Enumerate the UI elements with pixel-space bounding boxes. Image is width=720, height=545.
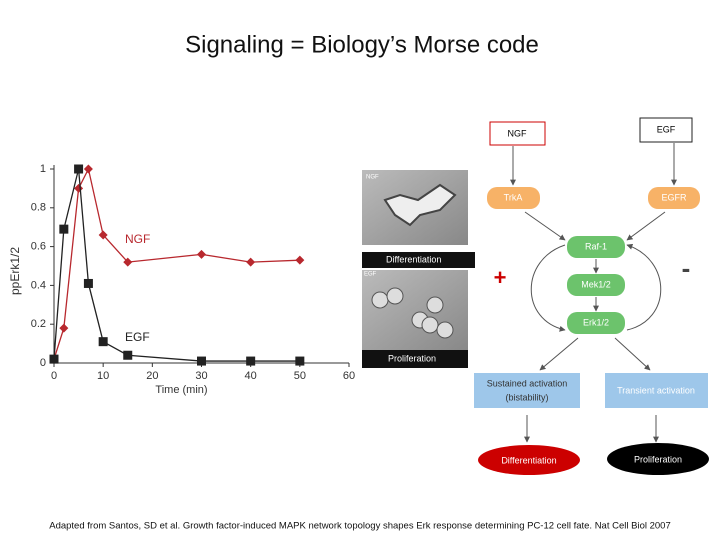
x-tick-label: 30 bbox=[195, 370, 207, 382]
x-tick-label: 20 bbox=[146, 370, 158, 382]
ligand: NGF bbox=[508, 128, 528, 138]
outcome-text: Transient activation bbox=[617, 385, 695, 395]
receptor-box bbox=[487, 187, 540, 209]
micrograph bbox=[362, 270, 468, 350]
y-axis-label: ppErk1/2 bbox=[8, 247, 22, 295]
x-tick-label: 0 bbox=[51, 370, 57, 382]
marker bbox=[74, 183, 84, 193]
y-tick-label: 0.8 bbox=[31, 202, 46, 214]
x-tick-label: 10 bbox=[97, 370, 109, 382]
marker bbox=[74, 164, 84, 174]
marker bbox=[49, 354, 59, 364]
arrow bbox=[524, 211, 566, 241]
arrow bbox=[626, 211, 666, 241]
kinase: Raf-1 bbox=[585, 241, 607, 251]
feedback-loop bbox=[626, 243, 662, 331]
marker bbox=[98, 337, 108, 347]
caption-bar bbox=[362, 252, 475, 268]
marker bbox=[295, 356, 305, 366]
marker bbox=[123, 257, 133, 267]
neuron-cell bbox=[383, 183, 457, 227]
ligand-box bbox=[639, 117, 693, 143]
kinase: Mek1/2 bbox=[581, 279, 611, 289]
y-tick-label: 0.6 bbox=[31, 241, 46, 253]
marker bbox=[83, 278, 93, 288]
fate: Proliferation bbox=[634, 454, 682, 464]
ligand-box bbox=[489, 121, 546, 146]
cell bbox=[371, 291, 389, 309]
y-tick-label: 0.4 bbox=[31, 279, 46, 291]
image-label: EGF bbox=[364, 272, 377, 278]
image-caption: Differentiation bbox=[386, 254, 441, 264]
ligand: EGF bbox=[657, 124, 676, 134]
x-tick-label: 50 bbox=[294, 370, 306, 382]
caption-bar bbox=[362, 350, 468, 368]
marker bbox=[295, 255, 305, 265]
kinase: Erk1/2 bbox=[583, 317, 609, 327]
marker bbox=[123, 350, 133, 360]
arrow bbox=[539, 337, 579, 371]
negative-sign: - bbox=[682, 253, 691, 283]
kinase-box bbox=[567, 312, 625, 334]
series-label: NGF bbox=[125, 232, 150, 246]
cell bbox=[426, 296, 444, 314]
arrow bbox=[614, 337, 651, 371]
kinase-box bbox=[567, 274, 625, 296]
series-line bbox=[53, 167, 300, 360]
y-tick-label: 1 bbox=[40, 163, 46, 175]
marker bbox=[197, 356, 206, 366]
receptor-box bbox=[648, 187, 700, 209]
fate: Differentiation bbox=[501, 455, 556, 465]
x-tick-label: 40 bbox=[245, 370, 257, 382]
feedback-loop bbox=[530, 244, 566, 332]
image-caption: Proliferation bbox=[388, 353, 436, 363]
cell bbox=[421, 316, 439, 334]
positive-sign: + bbox=[494, 265, 507, 290]
cell bbox=[436, 321, 454, 339]
image-label: NGF bbox=[366, 175, 379, 181]
marker bbox=[246, 356, 256, 366]
kinase-box bbox=[567, 236, 625, 258]
receptor: TrkA bbox=[504, 192, 523, 202]
marker bbox=[83, 164, 93, 174]
outcome-box bbox=[474, 373, 580, 408]
y-tick-label: 0.2 bbox=[31, 318, 46, 330]
citation: Adapted from Santos, SD et al. Growth fa… bbox=[49, 521, 671, 532]
cell bbox=[386, 287, 404, 305]
marker bbox=[246, 257, 256, 267]
fate-ellipse bbox=[478, 445, 580, 475]
y-tick-label: 0 bbox=[40, 357, 46, 369]
series-label: EGF bbox=[125, 330, 150, 344]
marker bbox=[197, 249, 206, 259]
marker bbox=[98, 230, 108, 240]
outcome-text: Sustained activation bbox=[487, 378, 568, 388]
x-axis-label: Time (min) bbox=[155, 384, 207, 396]
marker bbox=[59, 323, 69, 333]
slide-title: Signaling = Biology’s Morse code bbox=[185, 31, 539, 58]
outcome-box bbox=[605, 373, 708, 408]
series-line bbox=[53, 168, 300, 362]
x-tick-label: 60 bbox=[343, 370, 355, 382]
marker bbox=[59, 224, 69, 234]
receptor: EGFR bbox=[661, 192, 687, 202]
fate-ellipse bbox=[607, 443, 709, 475]
outcome-text: (bistability) bbox=[505, 392, 548, 402]
